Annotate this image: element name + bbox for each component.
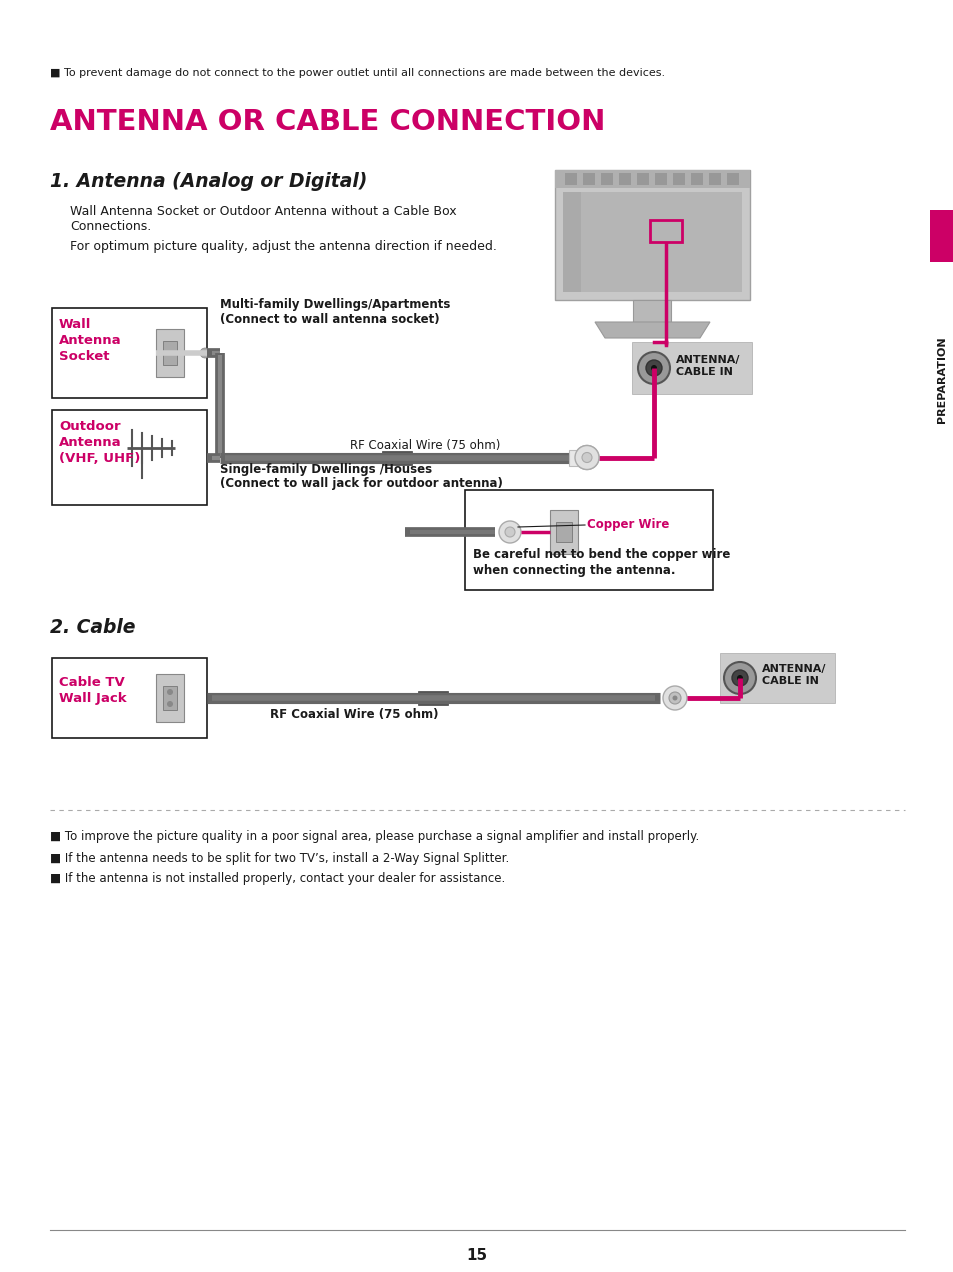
Text: (Connect to wall jack for outdoor antenna): (Connect to wall jack for outdoor antenn… bbox=[220, 477, 502, 491]
Bar bbox=[582, 173, 595, 184]
Bar bbox=[163, 686, 177, 710]
Bar bbox=[929, 210, 953, 262]
Bar bbox=[720, 653, 834, 703]
Text: ANTENNA/: ANTENNA/ bbox=[761, 664, 825, 674]
Circle shape bbox=[504, 527, 515, 537]
Text: ■ To prevent damage do not connect to the power outlet until all connections are: ■ To prevent damage do not connect to th… bbox=[50, 67, 664, 78]
Circle shape bbox=[650, 365, 657, 371]
Text: Single-family Dwellings /Houses: Single-family Dwellings /Houses bbox=[220, 463, 432, 476]
Bar bbox=[690, 173, 702, 184]
Text: when connecting the antenna.: when connecting the antenna. bbox=[473, 563, 675, 577]
Bar bbox=[633, 300, 670, 322]
Text: Socket: Socket bbox=[59, 350, 110, 363]
Bar bbox=[163, 341, 177, 365]
Bar bbox=[562, 192, 580, 293]
Bar bbox=[550, 510, 578, 555]
Bar bbox=[726, 173, 739, 184]
Bar bbox=[52, 658, 207, 738]
Text: 2. Cable: 2. Cable bbox=[50, 618, 135, 637]
Bar bbox=[655, 173, 666, 184]
Text: ■ If the antenna is not installed properly, contact your dealer for assistance.: ■ If the antenna is not installed proper… bbox=[50, 873, 505, 885]
Circle shape bbox=[575, 445, 598, 469]
Bar bbox=[555, 170, 749, 188]
Circle shape bbox=[662, 686, 686, 710]
Text: For optimum picture quality, adjust the antenna direction if needed.: For optimum picture quality, adjust the … bbox=[70, 240, 497, 253]
Circle shape bbox=[672, 696, 677, 701]
Text: Multi-family Dwellings/Apartments: Multi-family Dwellings/Apartments bbox=[220, 298, 450, 310]
Text: 15: 15 bbox=[466, 1248, 487, 1263]
Circle shape bbox=[575, 445, 598, 469]
Circle shape bbox=[167, 701, 172, 707]
Text: CABLE IN: CABLE IN bbox=[761, 675, 818, 686]
Bar bbox=[52, 410, 207, 505]
Bar bbox=[708, 173, 720, 184]
Circle shape bbox=[581, 453, 592, 463]
Circle shape bbox=[498, 522, 520, 543]
Text: ■ To improve the picture quality in a poor signal area, please purchase a signal: ■ To improve the picture quality in a po… bbox=[50, 831, 699, 843]
Text: Outdoor: Outdoor bbox=[59, 420, 120, 432]
Circle shape bbox=[668, 692, 680, 703]
Text: 1. Antenna (Analog or Digital): 1. Antenna (Analog or Digital) bbox=[50, 172, 367, 191]
Bar bbox=[568, 449, 586, 466]
Bar bbox=[418, 691, 448, 705]
Circle shape bbox=[167, 689, 172, 695]
Text: RF Coaxial Wire (75 ohm): RF Coaxial Wire (75 ohm) bbox=[350, 440, 500, 453]
Text: Wall: Wall bbox=[59, 318, 91, 331]
Bar bbox=[631, 342, 751, 394]
Bar bbox=[562, 192, 741, 293]
Bar bbox=[555, 170, 749, 300]
Text: (VHF, UHF): (VHF, UHF) bbox=[59, 452, 140, 466]
Bar bbox=[600, 173, 613, 184]
Circle shape bbox=[584, 455, 589, 460]
Bar bbox=[464, 490, 712, 590]
Text: Antenna: Antenna bbox=[59, 436, 121, 449]
Circle shape bbox=[731, 670, 747, 686]
Text: Copper Wire: Copper Wire bbox=[586, 518, 669, 530]
Circle shape bbox=[737, 675, 742, 681]
Text: RF Coaxial Wire (75 ohm): RF Coaxial Wire (75 ohm) bbox=[270, 709, 438, 721]
Text: Wall Jack: Wall Jack bbox=[59, 692, 127, 705]
Text: Be careful not to bend the copper wire: Be careful not to bend the copper wire bbox=[473, 548, 730, 561]
Circle shape bbox=[580, 452, 593, 463]
Bar bbox=[637, 173, 648, 184]
Polygon shape bbox=[595, 322, 709, 338]
Text: Wall Antenna Socket or Outdoor Antenna without a Cable Box: Wall Antenna Socket or Outdoor Antenna w… bbox=[70, 205, 456, 218]
Bar bbox=[649, 220, 681, 242]
Circle shape bbox=[723, 661, 755, 695]
Bar bbox=[556, 522, 572, 542]
Circle shape bbox=[638, 352, 669, 384]
Bar bbox=[156, 674, 184, 722]
Bar bbox=[52, 308, 207, 398]
Bar bbox=[156, 329, 184, 377]
Bar bbox=[382, 450, 412, 464]
Bar bbox=[672, 173, 684, 184]
Text: ANTENNA/: ANTENNA/ bbox=[676, 355, 740, 365]
Text: ANTENNA OR CABLE CONNECTION: ANTENNA OR CABLE CONNECTION bbox=[50, 108, 605, 136]
Text: Cable TV: Cable TV bbox=[59, 675, 125, 689]
Circle shape bbox=[200, 349, 210, 357]
Bar bbox=[564, 173, 577, 184]
Text: CABLE IN: CABLE IN bbox=[676, 368, 732, 377]
Bar bbox=[618, 173, 630, 184]
Text: Antenna: Antenna bbox=[59, 335, 121, 347]
Text: PREPARATION: PREPARATION bbox=[936, 337, 946, 424]
Text: (Connect to wall antenna socket): (Connect to wall antenna socket) bbox=[220, 313, 439, 326]
Text: ■ If the antenna needs to be split for two TV’s, install a 2-Way Signal Splitter: ■ If the antenna needs to be split for t… bbox=[50, 852, 509, 865]
Text: Connections.: Connections. bbox=[70, 220, 152, 233]
Circle shape bbox=[645, 360, 661, 377]
